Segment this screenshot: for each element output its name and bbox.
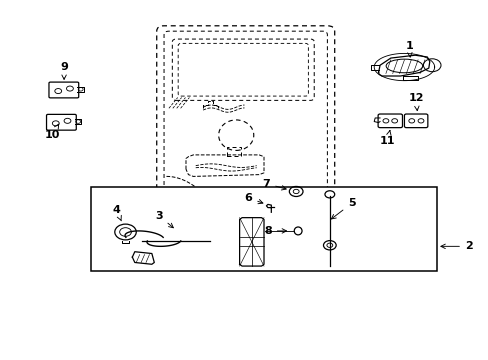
Text: 6: 6 [244,193,263,204]
Text: 7: 7 [262,179,285,190]
Bar [91,187,436,271]
Text: 10: 10 [44,124,60,140]
Text: 9: 9 [60,62,68,80]
Text: 1: 1 [405,41,412,57]
Text: 12: 12 [407,93,423,111]
Text: 3: 3 [155,211,173,228]
Text: 4: 4 [113,206,121,221]
Text: 8: 8 [264,226,286,236]
Text: 2: 2 [440,241,472,251]
Text: 11: 11 [379,130,394,146]
Text: 5: 5 [331,198,355,219]
